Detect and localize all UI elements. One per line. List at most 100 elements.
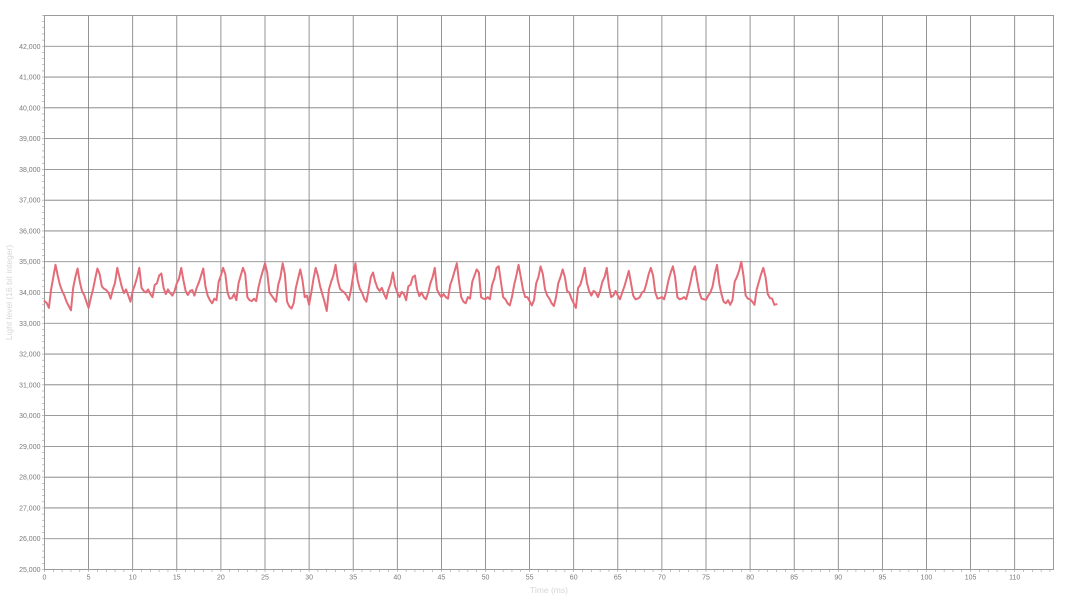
data-point xyxy=(716,264,718,266)
data-point xyxy=(571,298,572,300)
x-tick-label: 20 xyxy=(217,575,225,582)
data-point xyxy=(209,299,211,301)
x-tick-label: 10 xyxy=(129,575,137,582)
x-tick-label: 75 xyxy=(702,575,710,582)
data-point xyxy=(432,276,433,278)
data-point xyxy=(348,299,350,301)
data-point xyxy=(198,282,200,284)
data-point xyxy=(315,267,317,269)
data-point xyxy=(284,273,286,275)
data-point xyxy=(302,279,303,281)
data-point xyxy=(487,296,489,298)
data-point xyxy=(769,297,771,299)
data-point xyxy=(725,302,727,304)
data-point xyxy=(405,299,407,301)
data-point xyxy=(421,292,422,293)
data-point xyxy=(767,293,769,295)
data-point xyxy=(646,282,647,284)
data-point xyxy=(99,273,101,275)
data-point xyxy=(496,267,497,269)
data-point xyxy=(754,304,755,306)
data-point xyxy=(280,276,281,278)
data-point xyxy=(92,289,94,290)
data-point xyxy=(401,291,403,293)
data-point xyxy=(295,287,297,289)
x-tick-label: 105 xyxy=(965,575,977,582)
data-point xyxy=(50,289,52,290)
data-point xyxy=(696,279,698,281)
data-point xyxy=(423,296,425,298)
data-point xyxy=(637,298,639,300)
data-point xyxy=(604,276,605,278)
data-point xyxy=(515,275,517,276)
data-point xyxy=(74,276,76,278)
data-point xyxy=(249,299,250,301)
data-point xyxy=(149,293,151,295)
data-point xyxy=(211,302,213,304)
series-points xyxy=(44,261,777,312)
y-tick-label: 25,000 xyxy=(19,567,41,574)
data-point xyxy=(361,292,363,293)
data-point xyxy=(337,279,339,281)
data-point xyxy=(178,278,180,280)
data-point xyxy=(438,293,440,295)
y-tick-label: 34,000 xyxy=(19,290,41,297)
data-point xyxy=(632,295,634,296)
data-point xyxy=(672,265,674,267)
data-point xyxy=(522,289,524,290)
data-point xyxy=(705,299,707,301)
data-point xyxy=(260,278,261,280)
data-point xyxy=(749,298,751,300)
data-point xyxy=(346,295,347,296)
x-tick-label: 65 xyxy=(614,575,622,582)
data-point xyxy=(480,296,482,298)
data-point xyxy=(213,298,215,300)
data-point xyxy=(635,298,636,300)
data-point xyxy=(125,289,127,290)
data-point xyxy=(617,295,619,296)
data-point xyxy=(599,290,601,292)
data-point xyxy=(165,293,167,295)
data-point xyxy=(698,292,700,293)
data-point xyxy=(394,285,396,287)
data-point xyxy=(310,292,312,293)
data-point xyxy=(679,298,680,300)
data-point xyxy=(396,292,398,293)
data-point xyxy=(555,296,557,298)
data-point xyxy=(81,290,83,292)
data-point xyxy=(619,298,621,300)
data-point xyxy=(246,296,248,298)
data-point xyxy=(608,285,610,287)
data-point xyxy=(489,298,491,300)
data-point xyxy=(443,293,444,295)
data-point xyxy=(127,295,129,296)
x-tick-label: 80 xyxy=(746,575,754,582)
data-point xyxy=(275,301,277,303)
data-point xyxy=(70,309,72,311)
data-point xyxy=(183,279,184,281)
y-tick-label: 37,000 xyxy=(19,198,41,205)
data-point xyxy=(390,282,392,284)
data-point xyxy=(61,290,63,292)
data-point xyxy=(518,264,519,266)
data-point xyxy=(277,284,279,286)
data-point xyxy=(48,307,50,309)
data-point xyxy=(586,282,588,284)
data-point xyxy=(738,270,740,272)
data-point xyxy=(273,298,275,300)
data-point xyxy=(335,264,336,266)
data-point xyxy=(253,298,255,300)
data-point xyxy=(740,261,742,263)
x-tick-label: 30 xyxy=(305,575,313,582)
data-point xyxy=(66,301,67,303)
data-point xyxy=(218,281,220,283)
data-point xyxy=(370,276,372,278)
data-point xyxy=(194,295,195,296)
y-tick-label: 39,000 xyxy=(19,136,41,143)
data-point xyxy=(231,297,233,299)
data-point xyxy=(654,292,656,293)
data-point xyxy=(513,284,515,286)
data-point xyxy=(328,289,330,290)
y-tick-label: 33,000 xyxy=(19,321,41,328)
